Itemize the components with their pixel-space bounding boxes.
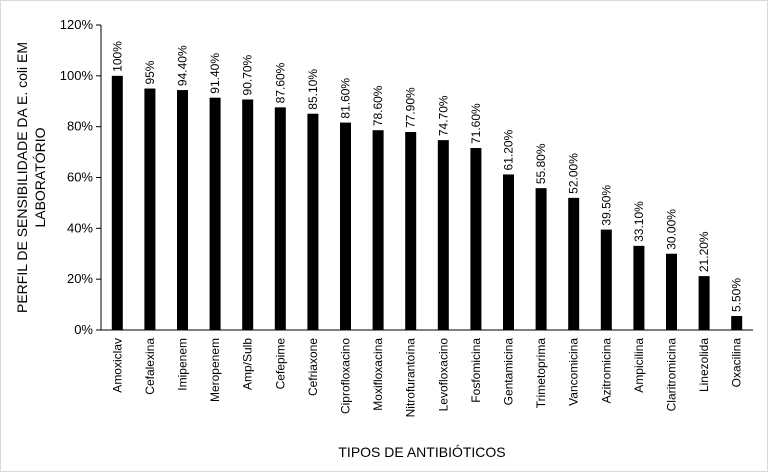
- bar: [666, 253, 677, 330]
- category-label: Amp/Sulb: [241, 338, 255, 390]
- y-tick-label: 60%: [67, 170, 93, 185]
- bar: [144, 88, 156, 331]
- y-tick-label: 0%: [74, 322, 93, 337]
- y-tick-label: 100%: [60, 68, 94, 83]
- bar: [242, 99, 254, 331]
- category-label: Claritromicina: [665, 338, 679, 412]
- category-label: Cefepime: [273, 338, 287, 390]
- data-label: 39.50%: [599, 185, 613, 226]
- category-label: Cefalexina: [143, 338, 157, 395]
- bar: [209, 97, 221, 330]
- data-label: 52.00%: [567, 153, 581, 194]
- category-label: Ampicilina: [632, 338, 646, 393]
- data-label: 71.60%: [469, 103, 483, 144]
- data-label: 30.00%: [665, 209, 679, 250]
- y-axis: 0% 20% 40% 60% 80% 100% 120%: [60, 17, 102, 337]
- data-label: 81.60%: [339, 78, 353, 119]
- x-axis-title: TIPOS DE ANTIBIÓTICOS: [338, 444, 505, 460]
- bar: [731, 316, 743, 330]
- category-label: Vancomicina: [567, 338, 581, 406]
- category-label: Moxifloxacina: [371, 338, 385, 411]
- bar: [111, 75, 123, 330]
- bar: [633, 245, 645, 330]
- data-label: 5.50%: [730, 278, 744, 312]
- data-label: 90.70%: [241, 54, 255, 95]
- bar: [503, 174, 514, 330]
- category-label: Levofloxacino: [436, 338, 450, 412]
- bar: [437, 140, 449, 330]
- data-label: 55.80%: [534, 143, 548, 184]
- data-label: 78.60%: [371, 85, 385, 126]
- bars: [111, 75, 743, 331]
- bar: [340, 122, 351, 330]
- bar: [307, 113, 319, 331]
- data-label: 95%: [143, 60, 157, 84]
- y-tick-label: 20%: [67, 271, 93, 286]
- data-label: 61.20%: [502, 129, 516, 170]
- category-label: Cefriaxone: [306, 338, 320, 396]
- data-label: 100%: [110, 41, 124, 72]
- category-labels: Amoxiclav Cefalexina Imipenem Meropenem Amp/…: [110, 338, 743, 418]
- bar: [405, 132, 417, 330]
- data-label: 21.20%: [697, 231, 711, 272]
- bar: [568, 197, 580, 330]
- data-label: 77.90%: [404, 87, 418, 128]
- bar: [274, 107, 286, 330]
- y-tick-label: 40%: [67, 220, 93, 235]
- category-label: Nitrofurantoína: [404, 338, 418, 418]
- bar: [600, 229, 612, 330]
- category-label: Imipenem: [176, 338, 190, 391]
- data-label: 91.40%: [208, 53, 222, 94]
- y-axis-title-line-2: LABORATÓRIO: [32, 127, 48, 227]
- y-tick-label: 120%: [60, 17, 94, 32]
- bar: [535, 188, 547, 330]
- category-label: Trimetoprima: [534, 338, 548, 409]
- data-label: 74.70%: [436, 95, 450, 136]
- y-axis-title-line-1: PERFIL DE SENSIBILIDADE DA E. coli EM: [14, 42, 30, 313]
- bar: [372, 130, 384, 330]
- category-label: Meropenem: [208, 338, 222, 402]
- data-label: 87.60%: [273, 62, 287, 103]
- bar: [698, 276, 710, 330]
- data-label: 33.10%: [632, 201, 646, 242]
- category-label: Gentamicina: [502, 338, 516, 406]
- data-labels: 100% 95% 94.40% 91.40% 90.70% 87.60% 85.10% 81.…: [110, 41, 743, 312]
- category-label: Ciprofloxacino: [339, 338, 353, 414]
- category-label: Linezolida: [697, 338, 711, 392]
- bar: [177, 90, 188, 330]
- category-label: Azitromicina: [599, 338, 613, 404]
- data-label: 94.40%: [176, 45, 190, 86]
- category-label: Oxacilina: [730, 338, 744, 388]
- category-label: Fosfomicina: [469, 338, 483, 403]
- bar: [470, 148, 482, 330]
- data-label: 85.10%: [306, 69, 320, 110]
- category-label: Amoxiclav: [110, 338, 124, 393]
- y-tick-label: 80%: [67, 119, 93, 134]
